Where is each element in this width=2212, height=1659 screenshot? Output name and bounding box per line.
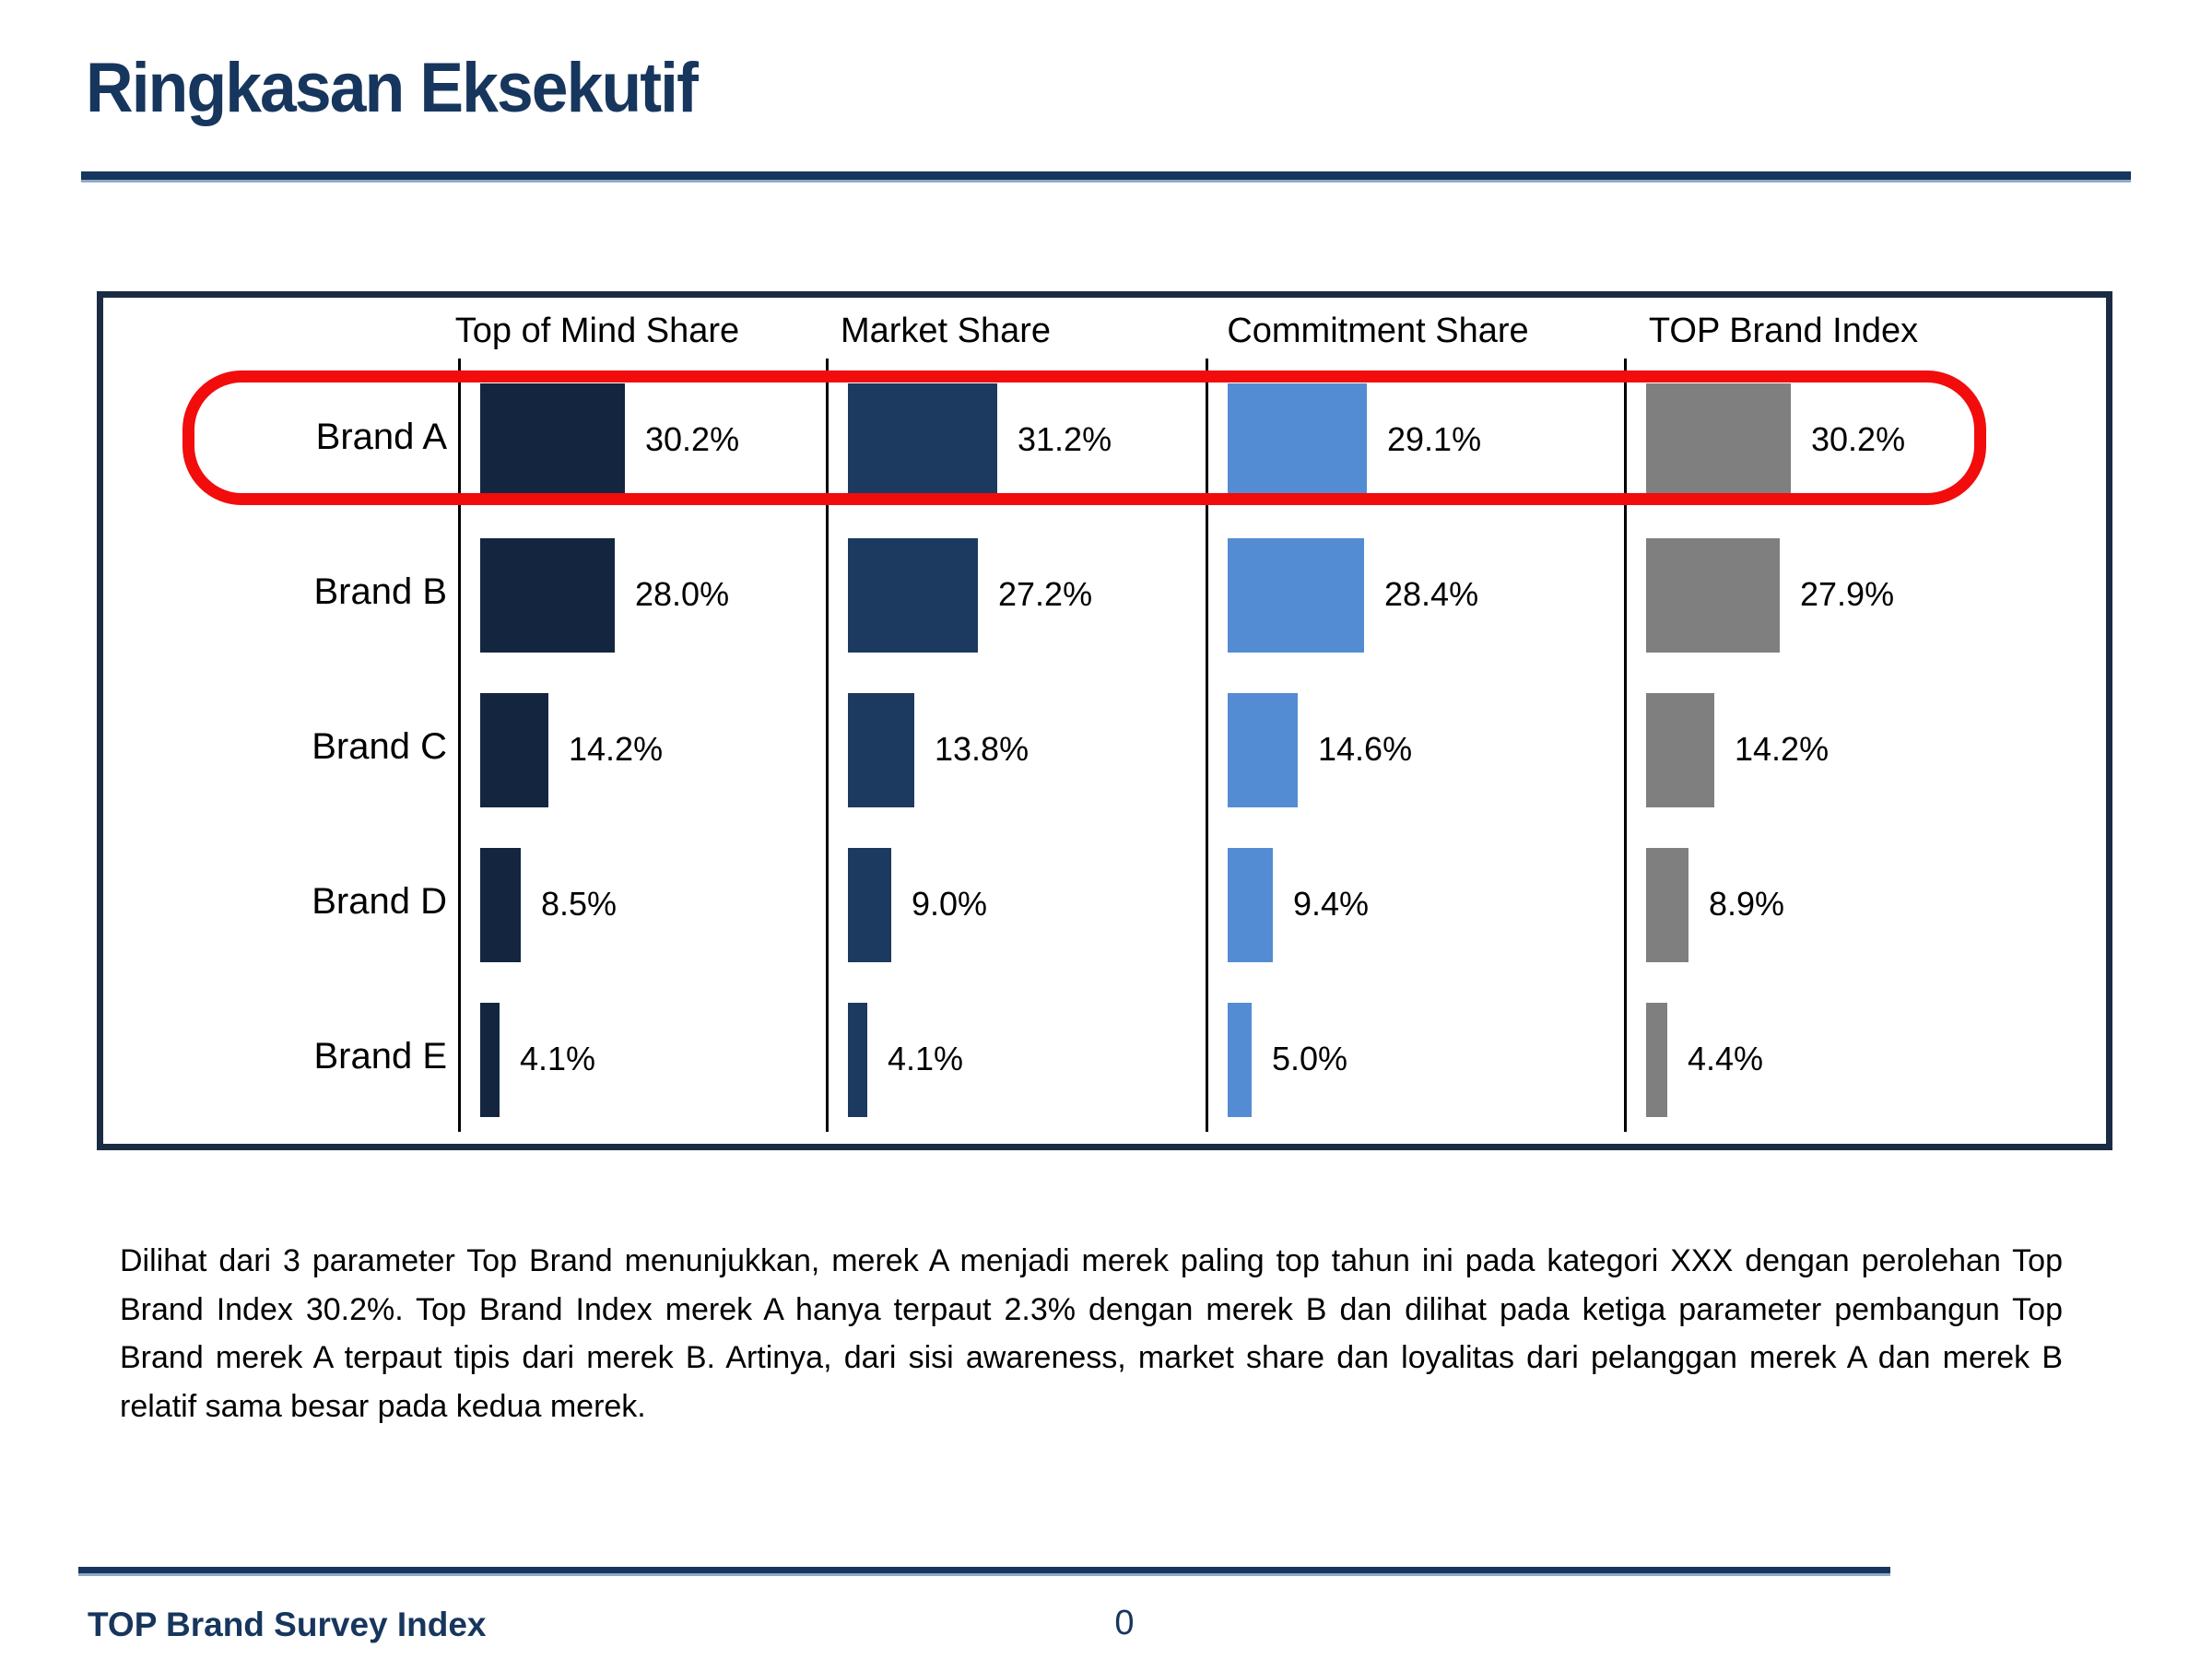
bar-value-top-of-mind-share-brand-a: 30.2% (645, 420, 740, 458)
bar-top-brand-index-brand-a (1646, 383, 1791, 498)
bar-top-brand-index-brand-b (1646, 538, 1780, 653)
brand-label-brand-d: Brand D (312, 881, 447, 922)
bar-value-top-brand-index-brand-d: 8.9% (1709, 885, 1785, 923)
brand-label-brand-a: Brand A (315, 417, 447, 457)
bar-value-market-share-brand-a: 31.2% (1018, 420, 1112, 458)
bar-value-top-brand-index-brand-c: 14.2% (1735, 730, 1830, 768)
page-number: 0 (1114, 1604, 1135, 1642)
brand-label-brand-c: Brand C (312, 726, 447, 767)
bar-top-of-mind-share-brand-d (480, 848, 521, 962)
summary-paragraph: Dilihat dari 3 parameter Top Brand menun… (120, 1243, 2063, 1425)
bar-market-share-brand-d (848, 848, 891, 962)
bar-value-top-of-mind-share-brand-d: 8.5% (541, 885, 618, 923)
bar-top-of-mind-share-brand-c (480, 693, 548, 807)
bar-commitment-share-brand-b (1228, 538, 1364, 653)
bar-value-top-of-mind-share-brand-e: 4.1% (520, 1040, 596, 1077)
bar-top-of-mind-share-brand-b (480, 538, 615, 653)
column-header-market-share: Market Share (840, 312, 1052, 350)
bar-value-commitment-share-brand-a: 29.1% (1387, 420, 1482, 458)
footer-rule (78, 1567, 1890, 1576)
column-header-commitment-share: Commitment Share (1227, 312, 1529, 350)
bar-value-market-share-brand-d: 9.0% (912, 885, 988, 923)
bar-value-top-of-mind-share-brand-c: 14.2% (569, 730, 664, 768)
title-rule (81, 171, 2131, 182)
column-header-top-of-mind-share: Top of Mind Share (454, 312, 740, 350)
bar-value-commitment-share-brand-e: 5.0% (1272, 1040, 1348, 1077)
bar-market-share-brand-b (848, 538, 978, 653)
bar-commitment-share-brand-e (1228, 1003, 1252, 1117)
bar-value-market-share-brand-b: 27.2% (998, 575, 1093, 613)
bar-commitment-share-brand-c (1228, 693, 1298, 807)
bar-value-top-brand-index-brand-b: 27.9% (1800, 575, 1895, 613)
bar-top-brand-index-brand-c (1646, 693, 1714, 807)
axis-line-top-brand-index (1624, 359, 1627, 1132)
bar-market-share-brand-a (848, 383, 997, 498)
footer-title: TOP Brand Survey Index (88, 1606, 487, 1643)
bar-top-brand-index-brand-e (1646, 1003, 1667, 1117)
brand-label-brand-e: Brand E (313, 1036, 447, 1077)
axis-line-top-of-mind-share (458, 359, 461, 1132)
bar-value-top-brand-index-brand-e: 4.4% (1688, 1040, 1764, 1077)
bar-market-share-brand-e (848, 1003, 867, 1117)
bar-value-commitment-share-brand-c: 14.6% (1318, 730, 1413, 768)
bar-top-brand-index-brand-d (1646, 848, 1688, 962)
bar-commitment-share-brand-a (1228, 383, 1367, 498)
bar-value-commitment-share-brand-b: 28.4% (1384, 575, 1479, 613)
bar-top-of-mind-share-brand-e (480, 1003, 500, 1117)
brand-label-brand-b: Brand B (313, 571, 447, 612)
bar-value-market-share-brand-c: 13.8% (935, 730, 1030, 768)
bar-value-market-share-brand-e: 4.1% (888, 1040, 964, 1077)
bar-top-of-mind-share-brand-a (480, 383, 625, 498)
axis-line-commitment-share (1206, 359, 1208, 1132)
axis-line-market-share (826, 359, 829, 1132)
bar-market-share-brand-c (848, 693, 914, 807)
bar-value-top-brand-index-brand-a: 30.2% (1811, 420, 1906, 458)
brand-a-highlight-ring (182, 371, 1986, 505)
bar-commitment-share-brand-d (1228, 848, 1273, 962)
column-header-top-brand-index: TOP Brand Index (1648, 312, 1919, 350)
bar-value-top-of-mind-share-brand-b: 28.0% (635, 575, 730, 613)
bar-value-commitment-share-brand-d: 9.4% (1293, 885, 1370, 923)
page-title: Ringkasan Eksekutif (86, 49, 699, 127)
